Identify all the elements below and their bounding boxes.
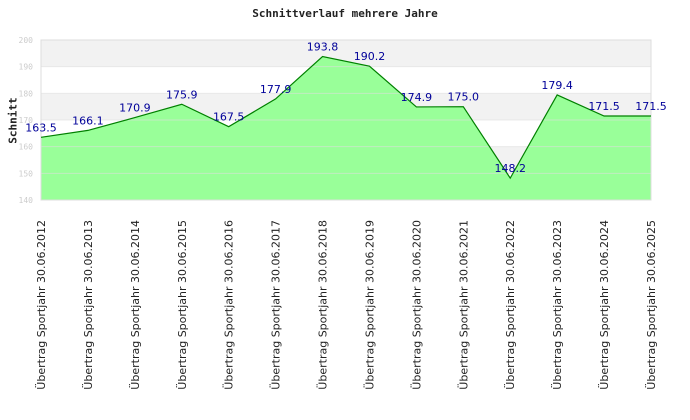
data-label: 163.5 — [25, 121, 57, 134]
x-tick-label: Übertrag Sportjahr 30.06.2021 — [457, 220, 470, 390]
x-tick-label: Übertrag Sportjahr 30.06.2017 — [270, 220, 283, 390]
data-label: 166.1 — [72, 114, 104, 127]
y-tick-label: 180 — [19, 89, 34, 98]
data-label: 174.9 — [401, 91, 433, 104]
y-tick-label: 160 — [19, 143, 34, 152]
data-label: 175.0 — [448, 91, 480, 104]
x-tick-label: Übertrag Sportjahr 30.06.2018 — [317, 220, 330, 390]
x-tick-label: Übertrag Sportjahr 30.06.2015 — [176, 220, 189, 390]
y-tick-label: 170 — [19, 116, 34, 125]
data-label: 177.9 — [260, 83, 292, 96]
plot-border — [40, 39, 652, 201]
x-tick-label: Übertrag Sportjahr 30.06.2013 — [82, 220, 95, 390]
data-label: 171.5 — [635, 100, 667, 113]
x-tick-label: Übertrag Sportjahr 30.06.2024 — [598, 220, 611, 390]
x-tick-label: Übertrag Sportjahr 30.06.2014 — [129, 220, 142, 390]
y-tick-label: 200 — [19, 36, 34, 45]
data-label: 190.2 — [354, 50, 386, 63]
x-tick-label: Übertrag Sportjahr 30.06.2023 — [551, 220, 564, 390]
data-label: 167.5 — [213, 111, 245, 124]
x-tick-label: Übertrag Sportjahr 30.06.2016 — [223, 220, 236, 390]
x-tick-label: Übertrag Sportjahr 30.06.2025 — [645, 220, 658, 390]
y-tick-label: 150 — [19, 169, 34, 178]
x-tick-label: Übertrag Sportjahr 30.06.2022 — [504, 220, 517, 390]
chart-title: Schnittverlauf mehrere Jahre — [252, 7, 438, 20]
data-label: 170.9 — [119, 102, 151, 115]
x-tick-label: Übertrag Sportjahr 30.06.2012 — [35, 220, 48, 390]
x-tick-label: Übertrag Sportjahr 30.06.2019 — [363, 220, 376, 390]
area-fill — [41, 56, 651, 201]
data-label: 148.2 — [494, 162, 526, 175]
y-tick-label: 190 — [19, 63, 34, 72]
y-tick-label: 140 — [19, 196, 34, 205]
data-label: 179.4 — [541, 79, 573, 92]
data-label: 175.9 — [166, 88, 198, 101]
data-label: 193.8 — [307, 41, 339, 54]
series-line — [40, 55, 651, 180]
data-label: 171.5 — [588, 100, 620, 113]
x-tick-label: Übertrag Sportjahr 30.06.2020 — [410, 220, 423, 390]
